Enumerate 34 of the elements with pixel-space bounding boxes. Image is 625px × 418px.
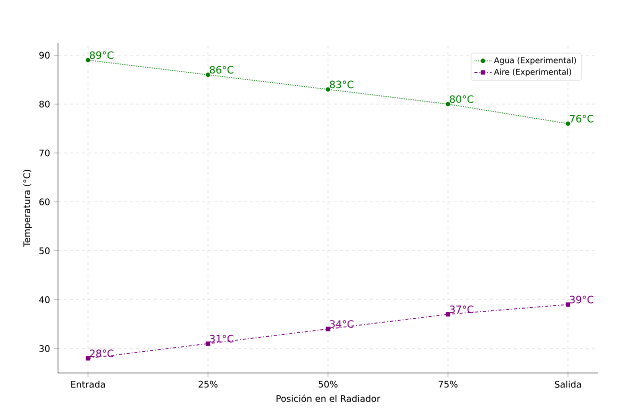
y-tick-label: 40 xyxy=(39,296,50,304)
data-label: 83°C xyxy=(330,80,354,88)
point xyxy=(446,102,450,106)
legend-label: Agua (Experimental) xyxy=(494,57,576,65)
legend-label: Aire (Experimental) xyxy=(494,68,572,76)
data-label: 34°C xyxy=(330,320,354,328)
point xyxy=(566,121,570,126)
y-axis-title: Temperatura (°C) xyxy=(23,170,32,247)
data-label: 39°C xyxy=(570,296,594,304)
y-tick-label: 30 xyxy=(39,345,50,352)
data-label: 31°C xyxy=(210,334,234,342)
x-tick-label: Entrada xyxy=(71,380,105,388)
point xyxy=(86,356,90,361)
point xyxy=(446,312,450,317)
x-axis-title: Posición en el Radiador xyxy=(276,394,380,402)
y-tick-label: 50 xyxy=(39,247,50,254)
data-label: 80°C xyxy=(450,95,474,103)
x-tick-label: 75% xyxy=(438,380,458,388)
data-label: 37°C xyxy=(450,306,474,314)
data-label: 28°C xyxy=(90,350,114,358)
point xyxy=(86,58,90,62)
y-tick-label: 90 xyxy=(39,52,50,59)
data-label: 86°C xyxy=(210,66,234,74)
x-tick-label: 25% xyxy=(198,380,218,388)
x-tick-label: Salida xyxy=(554,380,581,388)
y-tick-label: 60 xyxy=(39,198,50,206)
data-label: 89°C xyxy=(90,51,114,59)
point xyxy=(326,87,330,92)
y-tick-label: 70 xyxy=(39,150,50,156)
point xyxy=(206,341,210,346)
data-label: 76°C xyxy=(570,114,594,122)
x-tick-label: 50% xyxy=(318,380,338,388)
y-tick-label: 80 xyxy=(39,100,50,108)
point xyxy=(206,72,210,77)
